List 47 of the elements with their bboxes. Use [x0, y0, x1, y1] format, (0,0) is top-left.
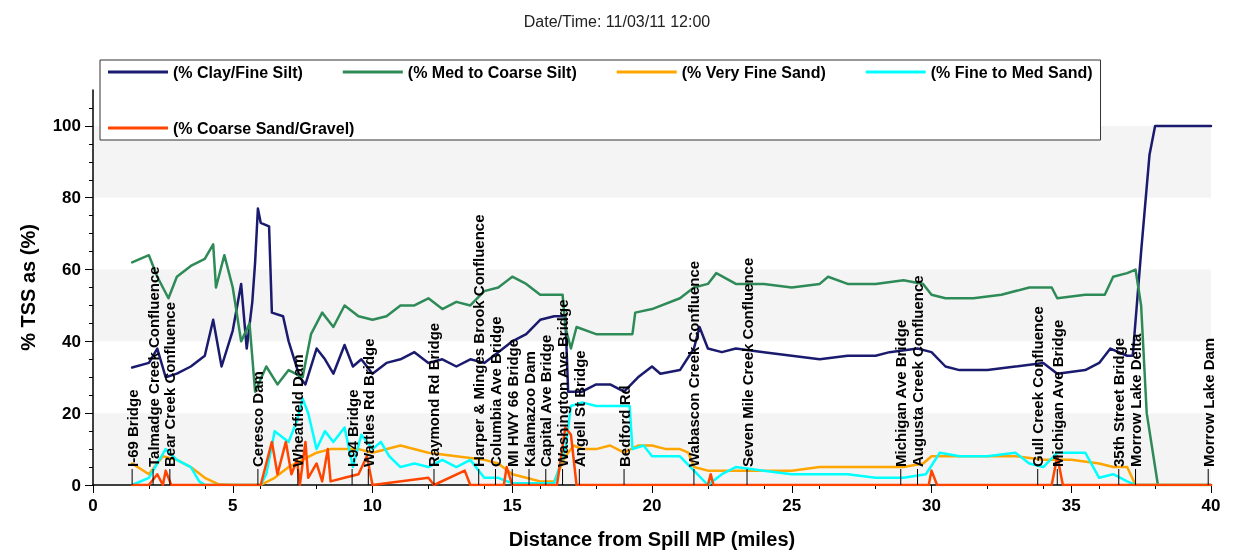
annotation: Michigan Ave Bridge — [892, 319, 910, 467]
legend-label: (% Fine to Med Sand) — [930, 63, 1093, 81]
y-tick-label: 60 — [62, 260, 81, 280]
annotation: Raymond Rd Bridge — [425, 322, 443, 467]
x-tick-label: 25 — [782, 496, 802, 515]
annotation: Gull Creek Confluence — [1029, 306, 1047, 467]
x-tick-label: 15 — [502, 496, 522, 515]
annotation: Kalamazoo Dam — [520, 351, 538, 467]
y-tick-label: 40 — [62, 331, 81, 351]
annotation: Harper & Minges Brook Confluence — [470, 214, 488, 467]
annotation: Bear Creek Confluence — [161, 301, 179, 467]
x-tick-label: 35 — [1061, 496, 1081, 515]
annotation: Washington Ave Bridge — [554, 299, 572, 467]
annotation: Columbia Ave Bridge — [486, 316, 504, 467]
annotation: Michigan Ave Bridge — [1048, 319, 1066, 467]
annotation: Angell St Bridge — [570, 350, 588, 467]
annotation: Bedford Rd — [615, 385, 633, 467]
y-tick-label: 0 — [71, 475, 81, 495]
annotation: Wheatfield Dam — [289, 354, 307, 467]
y-tick-label: 80 — [62, 188, 81, 208]
annotation: Wabascon Creek Confluence — [685, 260, 703, 467]
x-axis-title: Distance from Spill MP (miles) — [508, 528, 796, 550]
annotation: Morrow Lake Dam — [1199, 337, 1217, 467]
annotation: Ceresco Dam — [249, 371, 267, 467]
annotation: 35th Street Bridge — [1110, 337, 1128, 467]
annotation: I-94 Bridge — [343, 389, 361, 467]
annotation: Morrow Lake Delta — [1127, 332, 1145, 467]
x-tick-label: 5 — [228, 496, 238, 515]
chart-title: Date/Time: 11/03/11 12:00 — [523, 12, 711, 30]
annotation: I-69 Bridge — [123, 389, 141, 467]
legend-label: (% Coarse Sand/Gravel) — [173, 119, 355, 137]
x-tick-label: 10 — [363, 496, 382, 515]
legend-label: (% Very Fine Sand) — [681, 63, 826, 81]
annotation: Capital Ave Bridge — [537, 334, 555, 467]
x-tick-label: 30 — [922, 496, 941, 515]
annotation: Augusta Creek Confluence — [909, 275, 927, 467]
x-tick-label: 0 — [88, 496, 98, 515]
annotation: MI HWY 66 Bridge — [503, 338, 521, 467]
y-tick-label: 20 — [62, 403, 81, 423]
y-tick-label: 100 — [52, 116, 81, 136]
x-tick-label: 20 — [642, 496, 662, 515]
annotation: Seven Mile Creek Confluence — [738, 257, 756, 467]
legend-label: (% Med to Coarse Silt) — [407, 63, 577, 81]
y-axis-title: % TSS as (%) — [17, 224, 39, 351]
x-tick-label: 40 — [1201, 496, 1221, 515]
annotation: Talmadge Creek Confluence — [144, 266, 162, 467]
legend-label: (% Clay/Fine Silt) — [173, 63, 303, 81]
